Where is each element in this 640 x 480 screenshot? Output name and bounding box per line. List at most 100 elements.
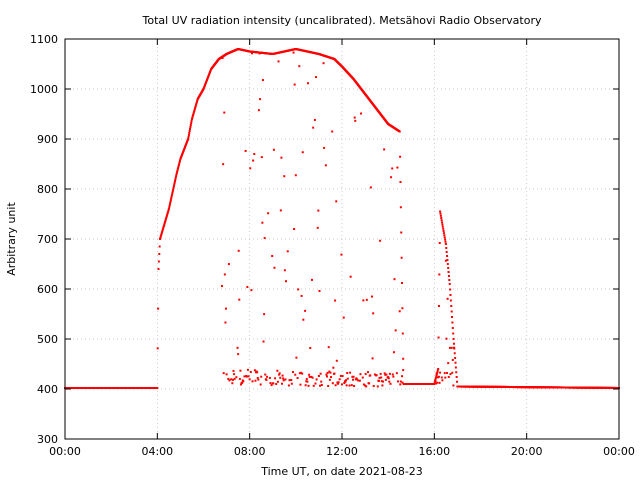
data-point (172, 188, 175, 191)
data-point (449, 373, 452, 376)
data-point (392, 351, 395, 354)
data-point (325, 375, 328, 378)
data-point (394, 329, 397, 332)
data-point (336, 381, 339, 384)
data-point (437, 375, 440, 378)
data-point (402, 357, 405, 360)
data-point (277, 60, 280, 63)
data-point (301, 151, 304, 154)
data-point (444, 243, 447, 245)
data-point (165, 214, 168, 217)
data-point (339, 374, 342, 377)
data-point (236, 346, 239, 349)
data-point (158, 245, 161, 248)
data-point (284, 378, 287, 381)
data-point (442, 232, 445, 235)
data-point (190, 120, 193, 122)
axis-ticks: 00:00 04:00 08:00 12:00 16:00 20:00 00:0030040… (30, 33, 635, 458)
data-point (379, 239, 382, 242)
data-point (326, 371, 329, 374)
data-point (196, 99, 199, 102)
data-point (331, 382, 334, 385)
data-point (156, 347, 159, 350)
data-point (320, 380, 323, 383)
data-point (399, 383, 402, 386)
data-point (161, 230, 164, 233)
data-point (170, 195, 173, 198)
data-point (254, 379, 257, 382)
data-point (383, 148, 386, 151)
data-point (193, 108, 196, 111)
data-point (178, 162, 181, 165)
data-point (187, 136, 190, 138)
data-point (435, 382, 438, 385)
data-point (159, 238, 162, 240)
data-point (438, 381, 441, 384)
data-point (396, 380, 399, 383)
data-point (221, 56, 224, 59)
data-point (330, 376, 333, 379)
data-point (325, 373, 328, 376)
data-point (193, 110, 196, 112)
chart-title: Total UV radiation intensity (uncalibrat… (142, 14, 542, 27)
data-point (233, 377, 236, 380)
data-point (248, 378, 251, 381)
data-point (298, 372, 301, 375)
data-point (436, 381, 439, 384)
data-point (443, 236, 446, 239)
data-point (399, 380, 402, 383)
data-point (190, 122, 193, 124)
data-point (442, 227, 445, 230)
data-point (452, 338, 455, 340)
data-point (346, 377, 349, 380)
data-point (304, 309, 307, 312)
data-point (383, 372, 386, 375)
data-point (293, 227, 296, 230)
data-point (449, 288, 452, 291)
data-point (256, 376, 259, 379)
data-point (291, 371, 294, 374)
data-point (259, 383, 262, 386)
data-point (306, 380, 309, 383)
data-point (301, 372, 304, 375)
data-point (296, 377, 299, 380)
data-point (445, 337, 448, 340)
data-point (253, 152, 256, 155)
data-point (395, 372, 398, 375)
data-point (230, 378, 233, 381)
data-point (399, 155, 402, 158)
data-point (319, 372, 322, 375)
data-point (341, 375, 344, 378)
data-point (175, 171, 178, 174)
data-point (437, 336, 440, 339)
data-point (305, 380, 308, 383)
data-point (435, 372, 438, 375)
data-point (315, 378, 318, 381)
y-tick-label: 800 (37, 183, 58, 196)
data-point (362, 383, 365, 386)
data-point (162, 227, 165, 230)
data-point (265, 375, 268, 378)
data-point (293, 83, 296, 86)
data-point (366, 371, 369, 374)
data-point (434, 379, 437, 382)
data-point (439, 371, 442, 374)
data-point (191, 116, 194, 119)
data-point (447, 362, 450, 365)
data-point (271, 254, 274, 257)
data-point (371, 295, 374, 298)
data-point (278, 373, 281, 376)
y-tick-label: 700 (37, 233, 58, 246)
data-point (282, 379, 285, 382)
data-point (451, 321, 454, 324)
data-point (162, 224, 165, 227)
data-point (313, 118, 316, 121)
data-point (238, 377, 241, 380)
data-point (231, 378, 234, 381)
data-point (372, 385, 375, 388)
data-point (380, 376, 383, 379)
data-point (435, 374, 438, 376)
data-point (288, 379, 291, 382)
data-point (452, 384, 455, 387)
data-point (177, 167, 180, 169)
